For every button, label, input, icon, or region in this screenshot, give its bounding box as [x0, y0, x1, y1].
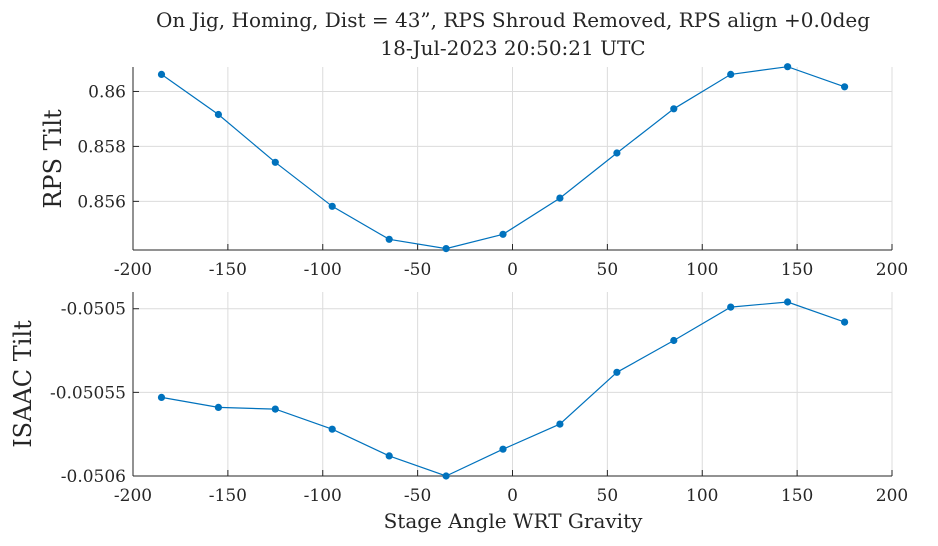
data-point	[214, 110, 222, 119]
x-axis-label: Stage Angle WRT Gravity	[384, 509, 644, 533]
data-point	[727, 70, 735, 78]
data-point	[613, 368, 621, 376]
data-point	[613, 149, 621, 157]
y-tick-label: 0.858	[77, 137, 126, 157]
data-point	[442, 472, 450, 480]
rps-tilt-panel: RPS Tilt -200 -150 -100 -50 0 50 100 150 200 0.85…	[39, 63, 908, 280]
data-point	[841, 318, 849, 326]
rps-tilt-ylabel: RPS Tilt	[39, 109, 67, 209]
x-tick-label: 0	[507, 260, 518, 280]
x-tick-label: 100	[686, 260, 718, 280]
chart-title: On Jig, Homing, Dist = 43”, RPS Shroud R…	[156, 8, 870, 32]
data-point	[157, 393, 166, 401]
x-tick-label: -50	[404, 260, 431, 280]
x-tick-label: -200	[114, 260, 152, 280]
data-point	[784, 298, 792, 306]
data-point	[442, 245, 450, 253]
y-tick-label: -0.05055	[50, 383, 126, 403]
isaac-tilt-ylabel: ISAAC Tilt	[9, 320, 37, 448]
data-point	[727, 303, 735, 311]
x-tick-label: -150	[209, 486, 247, 506]
data-point	[499, 230, 507, 238]
x-tick-label: 50	[597, 260, 619, 280]
y-tick-label: -0.0505	[61, 300, 126, 320]
data-point	[556, 420, 564, 428]
x-tick-label: 150	[781, 486, 813, 506]
x-tick-label: -100	[304, 260, 342, 280]
data-point	[784, 63, 792, 71]
data-point	[670, 105, 678, 113]
x-tick-label: -200	[114, 486, 152, 506]
data-point	[214, 403, 222, 411]
y-tick-label: 0.856	[77, 192, 126, 212]
x-tick-label: 0	[507, 486, 518, 506]
data-point	[328, 425, 336, 433]
chart-subtitle: 18-Jul-2023 20:50:21 UTC	[380, 36, 645, 60]
x-tick-label: -100	[304, 486, 342, 506]
isaac-tilt-panel: ISAAC Tilt -200 -150 -100 -50 0 50 100 150 200 -0…	[9, 292, 908, 506]
x-tick-label: 150	[781, 260, 813, 280]
data-point	[499, 445, 507, 453]
x-tick-label: 200	[876, 486, 908, 506]
data-point	[157, 70, 166, 78]
data-point	[271, 158, 279, 166]
x-tick-label: 50	[597, 486, 619, 506]
y-tick-label: -0.0506	[61, 467, 126, 487]
x-tick-label: 100	[686, 486, 718, 506]
x-tick-label: 200	[876, 260, 908, 280]
data-point	[328, 202, 336, 210]
data-point	[841, 83, 849, 91]
data-point	[556, 194, 564, 202]
x-tick-label: -150	[209, 260, 247, 280]
y-tick-label: 0.86	[88, 82, 126, 102]
data-point	[670, 336, 678, 345]
x-tick-label: -50	[404, 486, 431, 506]
data-point	[271, 405, 279, 413]
series-line	[161, 66, 845, 250]
data-point	[385, 235, 393, 243]
data-point	[385, 452, 393, 460]
